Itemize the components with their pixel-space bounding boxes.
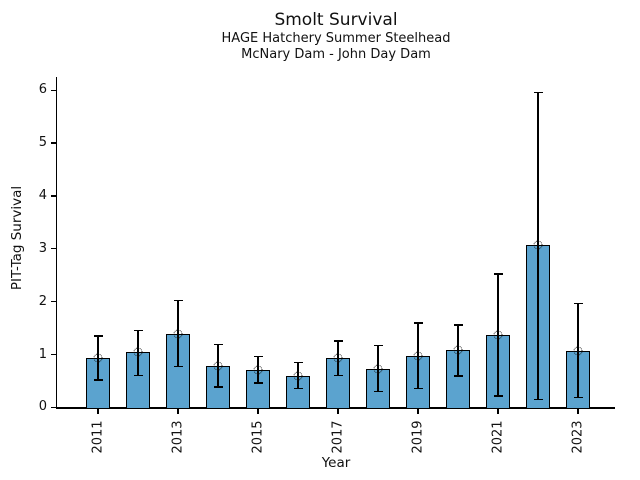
y-tick-mark (50, 142, 56, 144)
y-tick-label: 1 (38, 346, 47, 362)
error-bar-cap-bottom (373, 390, 383, 393)
error-bar-cap-top (573, 302, 583, 304)
x-tick-mark (417, 408, 419, 414)
data-point-marker (453, 345, 463, 355)
error-bar-cap-top (213, 343, 223, 346)
error-bar-cap-top (133, 329, 143, 332)
error-bar-cap-top (93, 335, 103, 337)
x-tick-label: 2017 (330, 420, 346, 454)
y-tick-label: 0 (38, 399, 47, 415)
error-bar-cap-bottom (253, 382, 263, 384)
x-tick-mark (177, 408, 179, 414)
data-point-marker (253, 365, 263, 375)
data-point-marker (333, 353, 343, 363)
error-bar-cap-bottom (133, 374, 143, 377)
x-tick-label: 2013 (170, 420, 186, 454)
y-tick-label: 6 (38, 82, 47, 98)
y-tick-label: 5 (38, 135, 47, 151)
x-tick-label: 2015 (250, 420, 266, 454)
error-bar-cap-top (533, 91, 543, 94)
x-tick-mark (257, 408, 259, 414)
data-point-marker (373, 364, 383, 374)
x-tick-mark (577, 408, 579, 414)
data-point-marker (133, 347, 143, 357)
x-tick-label: 2011 (90, 420, 106, 454)
y-tick-mark (50, 353, 56, 356)
data-point-marker (533, 240, 543, 250)
error-bar-cap-bottom (533, 398, 543, 401)
error-bar-cap-top (293, 361, 303, 364)
x-tick-mark (497, 408, 499, 414)
chart-subtitle-line1: HAGE Hatchery Summer Steelhead (221, 31, 451, 46)
data-point-marker (573, 346, 583, 356)
data-point-marker (293, 371, 303, 381)
y-axis-spine (55, 77, 57, 409)
x-tick-label: 2023 (570, 420, 586, 454)
error-bar-cap-bottom (573, 396, 583, 399)
x-tick-label: 2021 (490, 420, 506, 454)
data-point-marker (213, 361, 223, 371)
y-tick-label: 4 (38, 187, 47, 203)
x-axis-label: Year (321, 455, 351, 471)
error-bar-cap-bottom (333, 374, 343, 377)
y-tick-mark (50, 301, 56, 303)
data-point-marker (173, 329, 183, 339)
chart-subtitle-line2: McNary Dam - John Day Dam (241, 47, 431, 62)
data-point-marker (493, 330, 503, 340)
error-bar-cap-top (373, 344, 383, 347)
bar (86, 358, 110, 409)
error-bar-cap-bottom (173, 365, 183, 368)
chart-title: Smolt Survival (274, 10, 398, 30)
data-point-marker (93, 353, 103, 363)
error-bar-cap-bottom (293, 387, 303, 390)
error-bar-cap-bottom (493, 395, 503, 397)
y-tick-label: 2 (38, 293, 47, 309)
error-bar-cap-bottom (213, 386, 223, 388)
error-bar-cap-top (173, 299, 183, 302)
y-tick-mark (50, 406, 56, 409)
y-tick-mark (50, 248, 56, 250)
y-tick-label: 3 (38, 240, 47, 256)
error-bar-cap-bottom (453, 375, 463, 377)
bar (166, 333, 190, 409)
data-point-marker (413, 351, 423, 361)
y-tick-mark (50, 195, 56, 197)
error-bar-cap-top (493, 273, 503, 275)
error-bar-cap-top (333, 340, 343, 342)
x-tick-mark (97, 408, 99, 414)
error-bar-cap-bottom (413, 387, 423, 390)
error-bar-cap-bottom (93, 379, 103, 381)
error-bar-cap-top (253, 355, 263, 358)
x-tick-mark (337, 408, 339, 414)
error-bar-cap-top (413, 322, 423, 324)
error-bar-cap-top (453, 324, 463, 326)
y-tick-mark (50, 89, 56, 91)
x-tick-label: 2019 (410, 420, 426, 454)
